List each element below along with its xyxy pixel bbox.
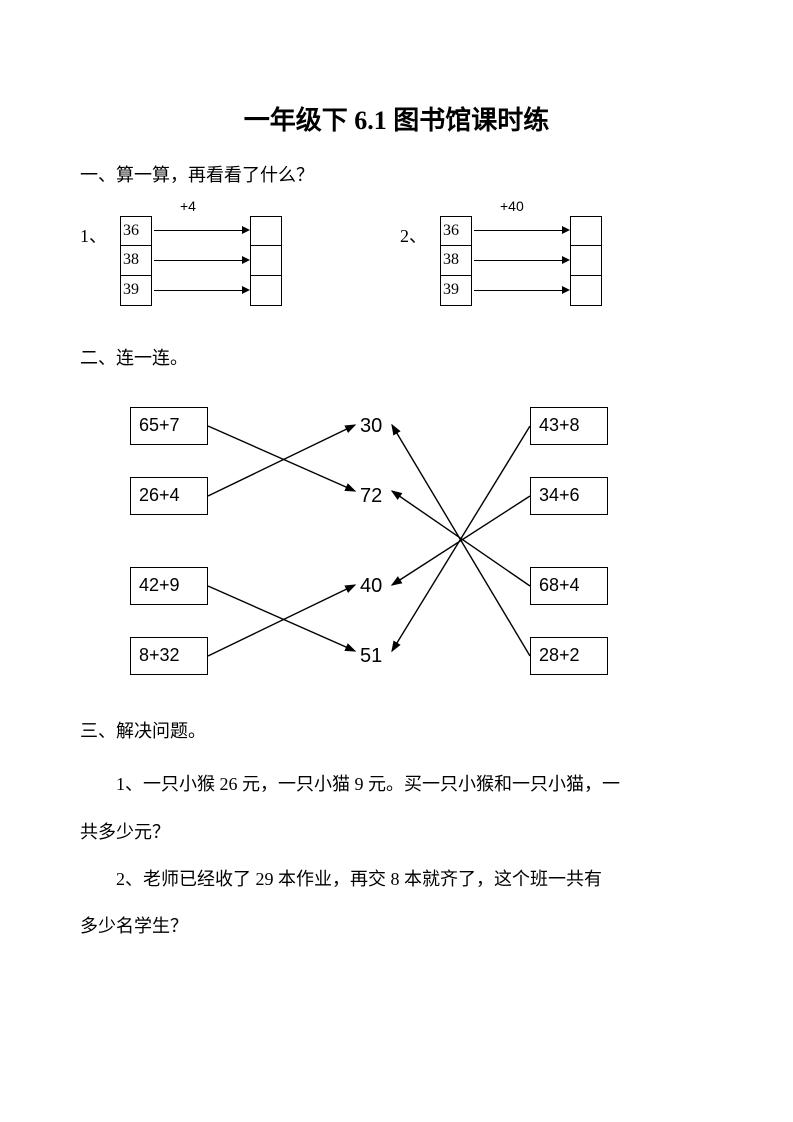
input-cell: 38 [121,246,151,276]
flowbox-2: +40 36 38 39 [440,204,640,324]
input-cell: 38 [441,246,471,276]
expr-box-left: 42+9 [130,567,208,605]
arrow-right-icon [474,290,568,292]
matching-diagram: 65+7 26+4 42+9 8+32 43+8 34+6 68+4 28+2 30 72 40 51 [110,387,713,707]
output-stack-1 [250,216,282,306]
expr-box-right: 68+4 [530,567,608,605]
output-cell [571,276,601,305]
page-title: 一年级下 6.1 图书馆课时练 [80,100,713,137]
arrow-right-icon [474,260,568,262]
expr-box-right: 34+6 [530,477,608,515]
arrow-right-icon [154,290,248,292]
input-cell: 36 [121,217,151,247]
answer-number: 40 [360,575,390,598]
problem-2-line1: 2、老师已经收了 29 本作业，再交 8 本就齐了，这个班一共有 [80,858,713,901]
problem-1-line2: 共多少元？ [80,811,713,854]
section-3-body: 1、一只小猴 26 元，一只小猫 9 元。买一只小猴和一只小猫，一 共多少元？ … [80,763,713,948]
input-stack-2: 36 38 39 [440,216,472,306]
expr-box-left: 8+32 [130,637,208,675]
arrow-right-icon [154,260,248,262]
problem-1-line1: 1、一只小猴 26 元，一只小猫 9 元。买一只小猴和一只小猫，一 [80,763,713,806]
output-cell [251,217,281,247]
output-cell [571,246,601,276]
op-label-1: +4 [180,198,196,214]
input-cell: 36 [441,217,471,247]
output-stack-2 [570,216,602,306]
q1-label: 1、 [80,222,107,248]
answer-number: 72 [360,485,390,508]
input-cell: 39 [121,276,151,305]
output-cell [251,246,281,276]
answer-number: 51 [360,645,390,668]
section-1-body: 1、 +4 36 38 39 2、 +40 36 38 39 [80,204,713,324]
output-cell [251,276,281,305]
worksheet-page: 一年级下 6.1 图书馆课时练 一、算一算，再看看了什么？ 1、 +4 36 3… [0,0,793,1122]
input-stack-1: 36 38 39 [120,216,152,306]
output-cell [571,217,601,247]
expr-box-left: 26+4 [130,477,208,515]
input-cell: 39 [441,276,471,305]
expr-box-right: 28+2 [530,637,608,675]
section-1-heading: 一、算一算，再看看了什么？ [80,161,713,190]
section-2-heading: 二、连一连。 [80,344,713,373]
section-3-heading: 三、解决问题。 [80,717,713,746]
flowbox-1: +4 36 38 39 [120,204,320,324]
problem-2-line2: 多少名学生？ [80,905,713,948]
expr-box-right: 43+8 [530,407,608,445]
arrow-right-icon [154,230,248,232]
op-label-2: +40 [500,198,524,214]
arrow-right-icon [474,230,568,232]
answer-number: 30 [360,415,390,438]
expr-box-left: 65+7 [130,407,208,445]
q2-label: 2、 [400,222,427,248]
